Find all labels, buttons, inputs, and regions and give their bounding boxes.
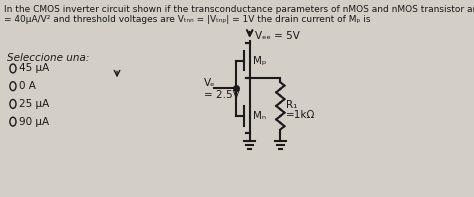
Text: Mₚ: Mₚ xyxy=(253,56,266,66)
Text: 90 μA: 90 μA xyxy=(19,117,49,127)
Text: =1kΩ: =1kΩ xyxy=(286,110,315,120)
Text: 0 A: 0 A xyxy=(19,81,36,91)
Text: Vₑₑ = 5V: Vₑₑ = 5V xyxy=(255,31,300,41)
Text: Seleccione una:: Seleccione una: xyxy=(7,53,89,63)
Text: 45 μA: 45 μA xyxy=(19,63,49,73)
Text: = 2.5V: = 2.5V xyxy=(204,90,240,100)
Text: R₁: R₁ xyxy=(286,100,297,110)
Text: Mₙ: Mₙ xyxy=(253,111,266,121)
Text: In the CMOS inverter circuit shown if the transconductance parameters of nMOS an: In the CMOS inverter circuit shown if th… xyxy=(4,5,474,14)
Text: = 40μA/V² and threshold voltages are Vₜₙₙ = |Vₜₙₚ| = 1V the drain current of Mₚ : = 40μA/V² and threshold voltages are Vₜₙ… xyxy=(4,15,371,24)
Text: 25 μA: 25 μA xyxy=(19,99,49,109)
Text: Vₑ: Vₑ xyxy=(204,78,216,88)
